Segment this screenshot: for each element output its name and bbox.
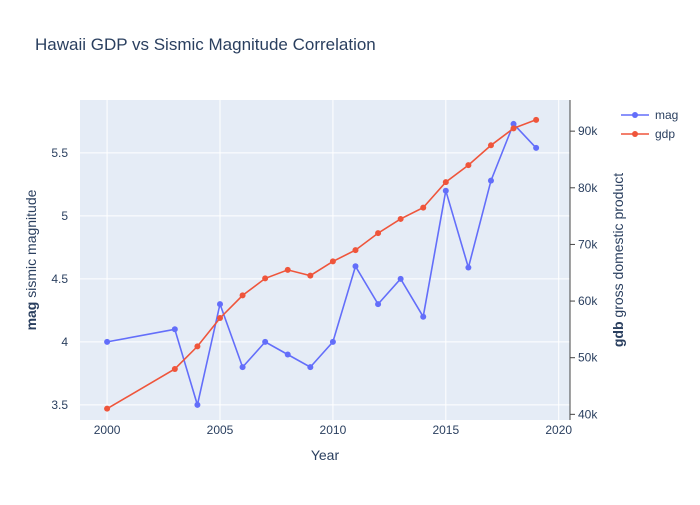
y-left-axis-label-bold: mag [23,302,39,331]
data-point-mag [442,187,449,194]
data-point-mag [420,313,427,320]
data-point-mag [104,338,111,345]
data-point-gdp [194,343,201,350]
data-point-mag [239,364,246,371]
x-tick-label: 2010 [320,423,347,437]
data-point-gdp [442,179,449,186]
axis-layer: 2000 2005 2010 2015 2020 3.5 4 4.5 5 5.5 40k 50k 60k… [51,100,598,437]
series-line-gdp [106,119,537,410]
x-tick-label: 2000 [94,423,121,437]
y-left-tick-label: 5 [61,209,68,223]
data-point-mag [307,364,314,371]
chart-title: Hawaii GDP vs Sismic Magnitude Correlati… [35,35,376,54]
data-point-mag [217,301,223,308]
legend-item-gdp[interactable]: gdp [621,127,675,141]
x-tick-label: 2020 [545,423,572,437]
data-point-gdp [262,275,269,282]
y-left-tick-label: 3.5 [51,398,68,412]
x-axis-label: Year [311,447,340,463]
data-point-gdp [171,366,178,373]
data-point-mag [284,351,291,358]
data-point-mag [262,338,269,345]
data-point-mag [329,338,336,345]
data-point-gdp [420,204,427,211]
data-point-mag [194,401,201,408]
data-point-mag [397,275,404,282]
data-point-mag [487,177,494,184]
legend-item-mag[interactable]: mag [621,108,678,122]
grid-layer [80,100,570,420]
data-point-mag [510,120,517,127]
y-right-tick-label: 80k [578,181,598,195]
y-left-axis-label-rest: sismic magnitude [23,189,39,301]
series-layer [104,116,540,412]
legend-marker-mag [632,112,638,118]
data-point-gdp [329,258,336,265]
data-point-mag [171,326,178,333]
data-point-mag [533,144,540,151]
x-tick-label: 2015 [432,423,459,437]
data-point-gdp [510,125,517,132]
data-point-mag [352,263,359,270]
data-point-gdp [352,247,359,254]
legend-label-mag: mag [655,108,678,122]
data-point-gdp [375,230,382,237]
legend-marker-gdp [632,131,638,137]
y-right-axis-label-bold: gdb [610,321,626,347]
data-point-gdp [284,266,291,273]
data-point-mag [465,264,472,271]
legend-label-gdp: gdp [655,127,675,141]
data-point-gdp [217,315,223,322]
legend[interactable]: mag gdp [621,108,678,141]
y-right-tick-label: 60k [578,294,598,308]
data-point-gdp [533,116,540,123]
data-point-gdp [239,292,246,299]
series-line-mag [106,122,537,409]
data-point-gdp [487,142,494,149]
y-right-tick-label: 90k [578,124,598,138]
data-point-gdp [397,215,404,222]
y-right-tick-label: 40k [578,407,598,421]
y-left-tick-label: 4.5 [51,272,68,286]
data-point-gdp [307,272,314,279]
y-left-axis-label: mag sismic magnitude [23,189,39,330]
plot-background [80,100,570,420]
data-point-gdp [465,162,472,169]
y-right-axis-label-rest: gross domestic product [610,173,626,322]
y-right-tick-label: 50k [578,351,598,365]
y-left-tick-label: 4 [61,335,68,349]
x-tick-label: 2005 [207,423,234,437]
data-point-gdp [104,405,111,412]
data-point-mag [375,301,382,308]
y-right-axis-label: gdb gross domestic product [610,173,626,347]
y-right-tick-label: 70k [578,237,598,251]
y-left-tick-label: 5.5 [51,146,68,160]
